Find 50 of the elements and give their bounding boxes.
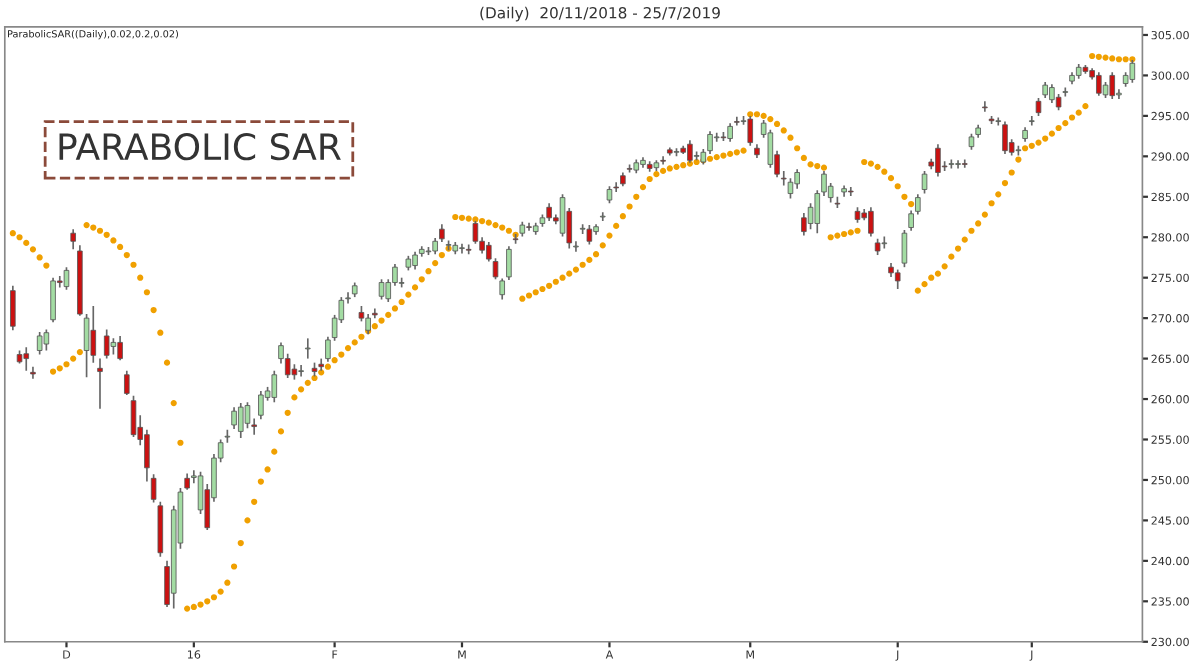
candlestick [43,328,50,352]
candlestick [1002,120,1008,155]
candlestick [130,394,137,438]
candlestick [157,500,164,558]
candlestick [1109,71,1115,100]
candlestick [713,132,720,143]
candlestick [727,122,733,143]
candlestick [103,328,110,360]
candlestick [97,357,103,410]
candlestick [881,235,888,250]
candlestick [787,177,794,200]
candlestick [1029,115,1035,127]
candlestick [868,206,874,238]
candlestick [599,211,606,222]
candlestick [499,277,505,301]
candlestick [70,228,76,251]
candlestick [231,406,237,430]
candlestick [318,357,324,372]
candlestick [305,337,311,360]
candlestick [50,276,56,324]
candlestick [30,365,36,380]
candlestick [935,143,941,178]
candlestick [244,401,251,430]
candlestick [23,346,30,372]
annotation: PARABOLIC SAR [59,133,341,161]
candlestick [687,139,693,164]
candlestick [472,220,479,245]
candlestick [271,369,278,404]
candlestick [298,364,304,378]
candlestick [586,224,593,246]
candlestick [894,268,901,290]
candlestick [794,168,800,190]
candlestick [238,402,244,439]
candlestick [10,284,16,332]
candlestick [124,369,130,396]
candlestick [36,331,43,356]
candlestick [117,335,123,362]
candlestick [506,245,512,281]
candlestick [1049,83,1055,104]
candlestick [982,100,988,113]
candlestick [63,266,70,291]
candlestick [747,115,754,147]
candlestick [767,128,774,169]
candlestick [901,229,908,269]
candlestick [1096,71,1102,97]
candlestick [734,115,740,127]
candlestick [921,170,928,195]
candlestick [258,390,264,421]
candlestick [378,278,385,301]
candlestick [1129,59,1136,84]
